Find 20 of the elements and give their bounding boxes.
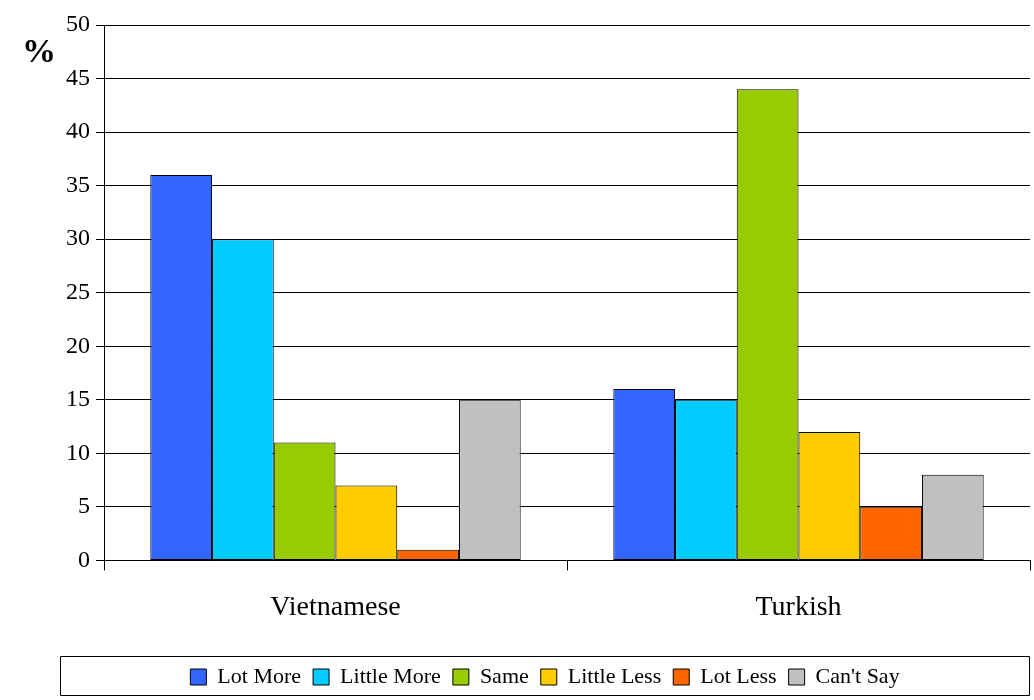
x-tick-label: Vietnamese <box>270 589 401 621</box>
legend-label: Little More <box>340 662 441 688</box>
legend-label: Little Less <box>567 662 662 688</box>
legend-label: Lot More <box>217 662 302 688</box>
y-tick-label: 10 <box>66 438 90 465</box>
y-axis-title: % <box>22 31 56 69</box>
y-tick-label: 0 <box>78 545 90 572</box>
legend-label: Lot Less <box>700 662 777 688</box>
y-tick-label: 40 <box>66 117 90 144</box>
y-tick-label: 35 <box>66 170 90 197</box>
y-tick-label: 45 <box>66 63 90 90</box>
y-tick-label: 20 <box>66 331 90 358</box>
y-tick-label: 15 <box>66 385 90 412</box>
y-tick-label: 30 <box>66 224 90 251</box>
x-tick-label: Turkish <box>755 589 842 621</box>
y-tick-label: 50 <box>66 10 90 37</box>
y-tick-label: 5 <box>78 492 90 519</box>
legend-label: Same <box>479 662 529 688</box>
y-tick-label: 25 <box>66 278 90 304</box>
legend-label: Can't Say <box>815 662 900 688</box>
